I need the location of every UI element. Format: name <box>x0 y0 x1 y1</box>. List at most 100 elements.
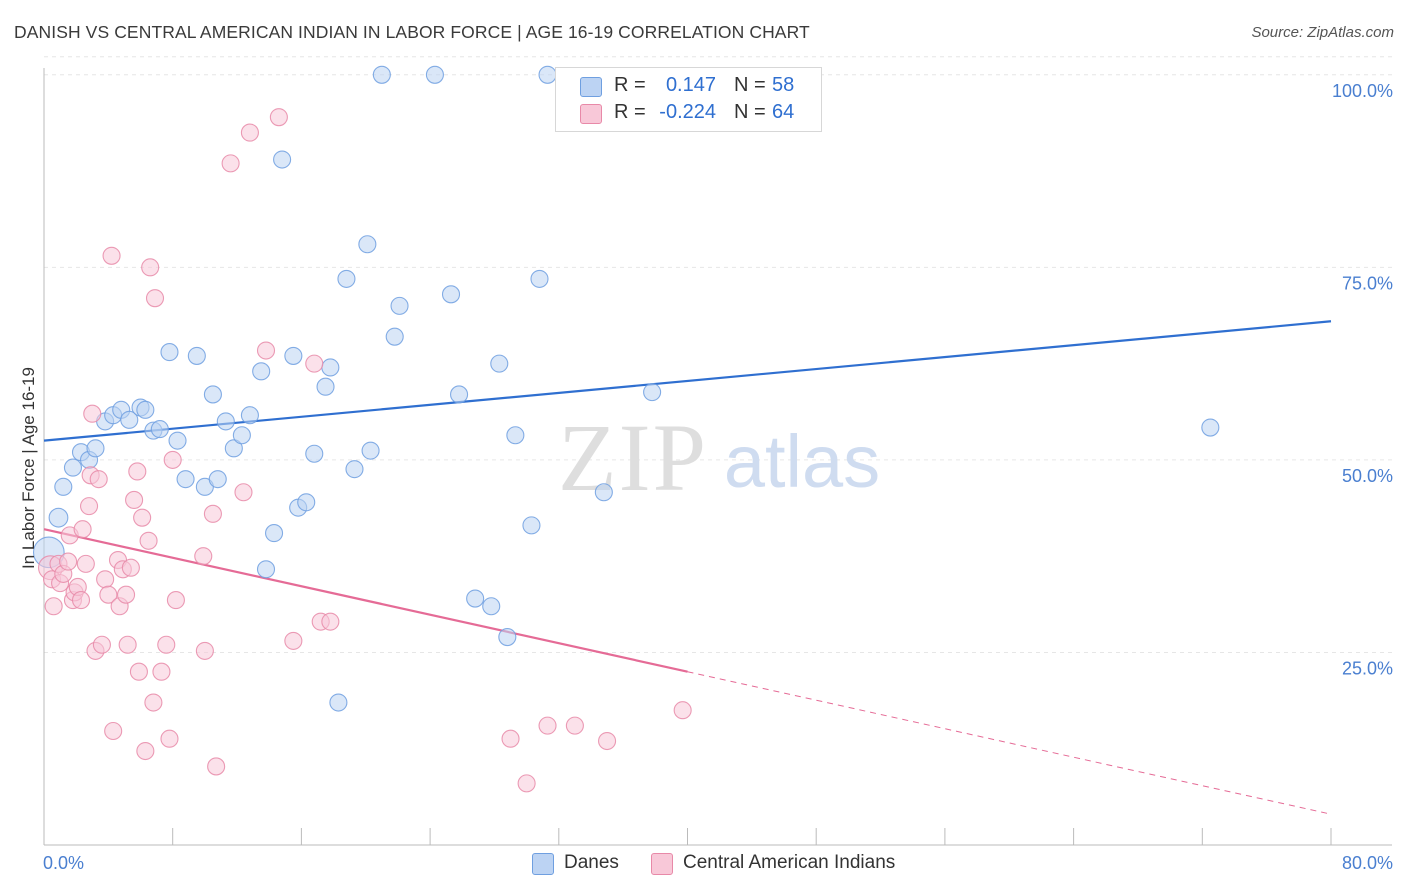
data-point <box>221 154 240 173</box>
data-point <box>269 108 288 127</box>
data-point <box>86 439 105 458</box>
data-point <box>76 554 95 573</box>
data-point <box>104 721 123 741</box>
grid-lines <box>44 56 1392 653</box>
data-point <box>498 627 517 647</box>
data-point <box>490 354 509 373</box>
data-point <box>284 346 303 365</box>
data-point <box>194 547 213 566</box>
watermark: ZIP atlas <box>558 404 880 511</box>
y-tick-label: 75.0% <box>1342 273 1393 293</box>
data-point <box>361 441 380 460</box>
data-point <box>92 635 111 654</box>
data-point <box>1201 418 1220 437</box>
legend-label: Central American Indians <box>683 852 896 873</box>
stats-legend: R = 0.147 N = 58 R = -0.224 N = 64 <box>555 67 822 132</box>
data-point <box>150 420 169 439</box>
data-point <box>133 508 152 527</box>
data-point <box>160 729 179 748</box>
data-point <box>120 410 139 429</box>
data-point <box>152 662 171 681</box>
data-point <box>116 585 136 604</box>
data-point <box>501 729 520 748</box>
data-point <box>216 412 235 431</box>
data-point <box>358 235 377 254</box>
danes-swatch-icon <box>580 77 602 97</box>
r-label: R = <box>614 101 646 123</box>
data-point <box>234 483 253 502</box>
data-point <box>321 612 340 631</box>
data-point <box>337 269 356 288</box>
data-point <box>506 426 525 445</box>
watermark-atlas: atlas <box>724 420 880 503</box>
data-point <box>466 589 485 608</box>
trend-line-central-american-indians <box>43 528 688 673</box>
data-point <box>176 470 195 489</box>
data-point <box>128 462 147 481</box>
x-tick-label-max: 80.0% <box>1342 853 1393 873</box>
data-point <box>203 385 222 404</box>
data-point <box>89 470 108 489</box>
data-point <box>385 327 404 346</box>
data-point <box>145 289 165 308</box>
data-point <box>372 65 391 84</box>
trend-lines <box>43 320 1332 815</box>
data-point <box>207 757 226 776</box>
data-point <box>273 150 292 169</box>
n-value: 64 <box>772 101 795 123</box>
data-point <box>538 65 557 84</box>
source-credit: Source: ZipAtlas.com <box>1251 24 1394 41</box>
data-point <box>321 358 340 377</box>
data-point <box>565 716 584 735</box>
data-point <box>441 285 461 304</box>
danes-legend-swatch-icon <box>532 853 554 875</box>
data-point <box>96 570 115 589</box>
data-point <box>297 493 316 512</box>
data-point <box>256 341 276 360</box>
legend-row-danes: R = 0.147 N = 58 <box>556 73 821 101</box>
data-point <box>522 516 541 535</box>
data-point <box>390 296 409 315</box>
y-tick-label: 50.0% <box>1342 466 1393 486</box>
series-legend: Danes Central American Indians <box>0 852 1406 878</box>
data-point <box>232 426 251 445</box>
data-point <box>265 524 284 543</box>
data-point <box>673 701 692 720</box>
data-point <box>284 631 303 650</box>
data-point <box>141 258 160 277</box>
n-value: 58 <box>772 74 795 96</box>
legend-label: Danes <box>564 852 619 873</box>
data-point <box>163 450 182 469</box>
data-point <box>79 497 99 516</box>
data-point <box>44 597 63 616</box>
data-point <box>240 123 259 142</box>
data-point <box>425 65 444 84</box>
data-point <box>316 377 335 396</box>
data-point <box>83 404 102 423</box>
data-point <box>643 383 662 402</box>
data-point <box>305 354 324 373</box>
data-point <box>168 431 187 450</box>
central-american-indians-swatch-icon <box>580 104 602 124</box>
r-value: 0.147 <box>665 74 716 96</box>
series-central-american-indians <box>37 108 692 793</box>
y-tick-label: 25.0% <box>1342 658 1393 678</box>
data-point <box>252 362 271 381</box>
watermark-zip: ZIP <box>558 404 708 511</box>
data-point <box>208 470 227 489</box>
data-point <box>129 662 148 681</box>
data-point <box>136 741 155 761</box>
data-point <box>139 531 158 550</box>
central-american-indians-legend-swatch-icon <box>651 853 673 875</box>
data-point <box>102 246 121 265</box>
data-point <box>256 560 276 579</box>
y-axis-label: In Labor Force | Age 16-19 <box>19 367 38 569</box>
tick-labels: 25.0% 50.0% 75.0% 100.0% 0.0% 80.0% <box>43 81 1393 873</box>
trend-line-extension <box>687 671 1332 815</box>
r-value: -0.224 <box>659 101 716 123</box>
data-point <box>195 641 214 660</box>
data-point <box>345 460 364 479</box>
axes <box>43 68 1392 846</box>
x-tick-label-min: 0.0% <box>43 853 84 873</box>
